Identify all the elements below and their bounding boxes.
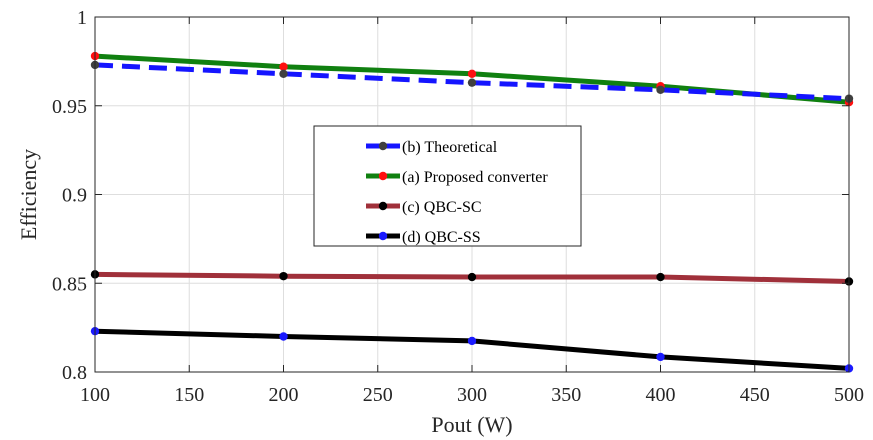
tick-labels: 100 150 200 250 300 350 400 450 500 0.8 0.85 0.9 0.9… [52, 7, 864, 406]
x-tick-label: 200 [269, 384, 299, 406]
data-point-a-proposed-converter [279, 62, 288, 71]
data-point-b-theoretical [467, 78, 477, 87]
data-point-a-proposed-converter [467, 69, 477, 79]
x-tick-label: 400 [646, 384, 676, 406]
y-axis-label: Efficiency [16, 149, 41, 240]
data-point-c-qbc-sc [467, 272, 477, 282]
legend-marker-d-qbc-ss [378, 231, 388, 241]
data-point-d-qbc-ss [279, 332, 288, 341]
x-tick-label: 350 [551, 384, 581, 406]
y-tick-label: 0.9 [62, 185, 87, 207]
data-point-b-theoretical [279, 69, 288, 79]
legend-marker-c-qbc-sc [378, 201, 388, 211]
legend-label-d-qbc-ss: (d) QBC-SS [402, 229, 481, 246]
data-point-b-theoretical [656, 85, 665, 94]
x-tick-label: 500 [834, 384, 864, 406]
x-tick-label: 150 [174, 384, 204, 406]
legend-marker-a-proposed-converter [378, 171, 388, 181]
y-tick-label: 1 [77, 7, 87, 29]
data-point-c-qbc-sc [279, 271, 288, 281]
x-axis-label: Pout (W) [431, 412, 512, 437]
legend-box [313, 125, 582, 247]
x-tick-label: 300 [457, 384, 487, 406]
y-tick-label: 0.95 [52, 96, 87, 118]
legend-label-c-qbc-sc: (c) QBC-SC [402, 199, 482, 216]
legend-marker-b-theoretical [378, 141, 388, 151]
data-point-c-qbc-sc [656, 272, 665, 282]
y-tick-label: 0.8 [62, 362, 87, 384]
data-point-d-qbc-ss [467, 336, 477, 346]
x-tick-label: 450 [740, 384, 770, 406]
data-point-d-qbc-ss [656, 352, 665, 362]
x-tick-label: 250 [363, 384, 393, 406]
y-tick-label: 0.85 [52, 273, 87, 295]
legend: (b) Theoretical (a) Proposed converter (c)… [313, 125, 582, 247]
series-line-b-theoretical [94, 62, 850, 102]
axis-ticks [94, 16, 850, 373]
series-markers [90, 51, 854, 373]
legend-label-b-theoretical: (b) Theoretical [402, 139, 498, 156]
x-tick-label: 100 [80, 384, 110, 406]
legend-label-a-proposed-converter: (a) Proposed converter [402, 169, 548, 186]
